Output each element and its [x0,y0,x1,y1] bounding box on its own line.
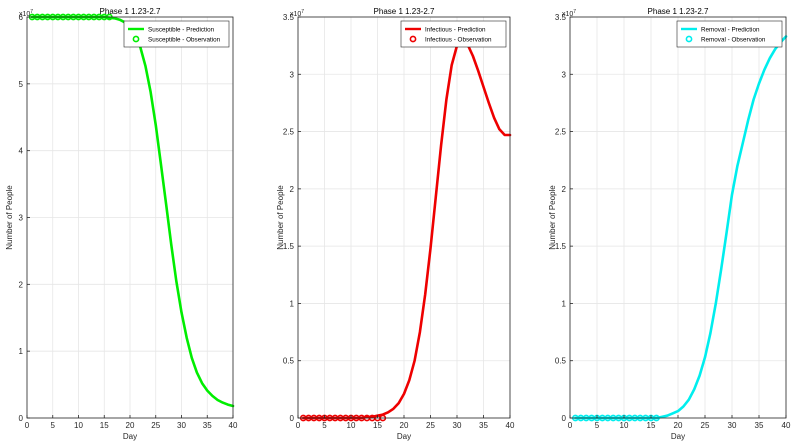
x-tick-label: 25 [701,421,710,430]
y-exponent-base: x10 [19,11,30,18]
x-tick-label: 20 [126,421,135,430]
x-tick-label: 0 [568,421,573,430]
x-tick-label: 30 [177,421,186,430]
y-tick-label: 5 [19,80,24,89]
x-tick-label: 15 [100,421,109,430]
x-axis-label: Day [397,432,411,441]
x-tick-label: 25 [426,421,435,430]
y-tick-label: 3 [562,70,567,79]
y-tick-label: 1 [290,299,295,308]
x-tick-label: 15 [647,421,656,430]
y-tick-label: 2.5 [283,128,295,137]
y-axis-label: Number of People [5,185,14,250]
x-axis-label: Day [671,432,685,441]
x-tick-label: 20 [400,421,409,430]
legend-marker-swatch [132,35,140,43]
y-tick-label: 1 [19,347,24,356]
legend: Infectious - Prediction Infectious - Obse… [400,20,507,48]
y-tick-label: 3.5 [283,13,295,22]
x-tick-label: 5 [595,421,600,430]
x-tick-label: 35 [479,421,488,430]
chart-title: Phase 1 1.23-2.7 [648,7,709,16]
legend-entry-label: Infectious - Observation [425,37,492,44]
x-tick-label: 40 [782,421,791,430]
x-tick-label: 5 [322,421,327,430]
x-axis-label: Day [123,432,137,441]
x-tick-label: 20 [674,421,683,430]
x-tick-label: 30 [453,421,462,430]
x-tick-label: 25 [151,421,160,430]
y-exponent-label: x107 [562,9,576,18]
y-tick-label: 2 [290,185,295,194]
x-tick-label: 40 [229,421,238,430]
x-tick-label: 35 [755,421,764,430]
y-tick-label: 2 [562,185,567,194]
x-tick-label: 0 [25,421,30,430]
x-tick-label: 10 [347,421,356,430]
y-tick-label: 0.5 [555,357,567,366]
x-tick-label: 10 [74,421,83,430]
y-exponent-power: 7 [573,9,576,15]
x-tick-label: 5 [51,421,56,430]
legend-box [123,20,230,48]
y-tick-label: 0 [562,414,567,423]
legend-entry-label: Infectious - Prediction [425,27,486,34]
legend-marker-swatch [409,35,417,43]
y-tick-label: 1.5 [283,242,295,251]
legend: Removal - Prediction Removal - Observatio… [676,20,783,48]
x-tick-label: 40 [506,421,515,430]
legend-entry-label: Removal - Prediction [701,27,760,34]
x-tick-label: 30 [728,421,737,430]
y-tick-label: 3 [290,70,295,79]
y-tick-label: 0.5 [283,357,295,366]
y-tick-label: 0 [290,414,295,423]
y-tick-label: 3.5 [555,13,567,22]
legend-entry-label: Susceptible - Observation [148,37,221,44]
legend-box [400,20,507,48]
y-exponent-power: 7 [30,9,33,15]
y-tick-label: 1.5 [555,242,567,251]
legend-entry-label: Susceptible - Prediction [148,27,215,34]
legend-box [676,20,783,48]
x-tick-label: 15 [373,421,382,430]
legend: Susceptible - Prediction Susceptible - Ob… [123,20,230,48]
y-tick-label: 1 [562,299,567,308]
y-axis-label: Number of People [276,185,285,250]
y-axis-label: Number of People [548,185,557,250]
chart-title: Phase 1 1.23-2.7 [100,7,161,16]
y-exponent-power: 7 [301,9,304,15]
y-exponent-label: x107 [19,9,33,18]
legend-marker-swatch [685,35,693,43]
y-exponent-base: x10 [290,11,301,18]
legend-entry-label: Removal - Observation [701,37,766,44]
x-tick-label: 10 [620,421,629,430]
y-tick-label: 2 [19,280,24,289]
x-tick-label: 0 [296,421,301,430]
y-tick-label: 4 [19,147,24,156]
x-tick-label: 35 [203,421,212,430]
y-tick-label: 2.5 [555,128,567,137]
y-tick-label: 3 [19,214,24,223]
y-exponent-base: x10 [562,11,573,18]
y-exponent-label: x107 [290,9,304,18]
y-tick-label: 0 [19,414,24,423]
chart-title: Phase 1 1.23-2.7 [374,7,435,16]
y-tick-label: 6 [19,13,24,22]
